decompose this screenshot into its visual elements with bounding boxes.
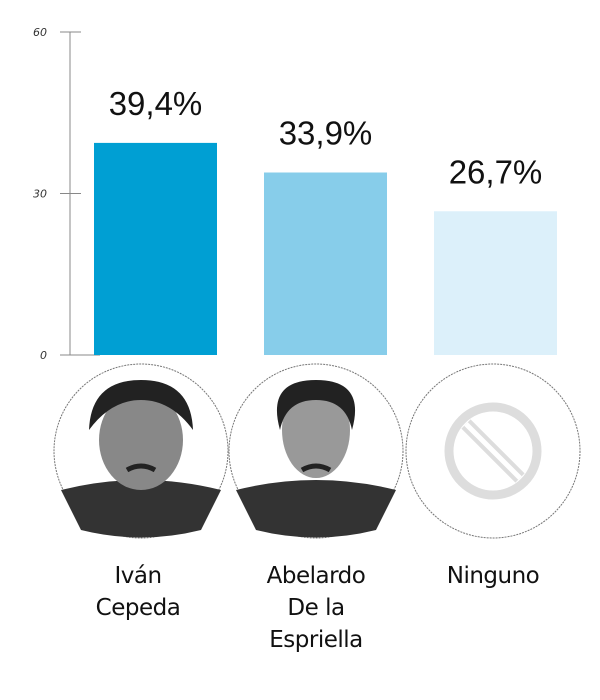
portrait-face	[282, 382, 350, 478]
category-label: Ninguno	[403, 560, 583, 592]
category-label-line: Ninguno	[446, 563, 540, 589]
y-tick-label: 60	[33, 26, 47, 39]
portrait-hair	[276, 380, 356, 430]
portrait-photo	[61, 380, 221, 538]
bar-value-label: 26,7%	[449, 153, 543, 190]
prohibited-icon-slash-inner	[464, 422, 522, 480]
y-tick-label: 30	[33, 188, 47, 201]
category-label: Iván Cepeda	[48, 560, 228, 624]
portrait-mustache	[300, 463, 332, 473]
bar-value-label: 39,4%	[109, 85, 203, 122]
portrait-shoulders	[61, 480, 221, 538]
bar-value-label: 33,9%	[279, 115, 373, 152]
prohibited-icon	[444, 402, 542, 500]
portrait-photo	[236, 380, 396, 538]
bar	[94, 142, 217, 355]
category-label-line: De la	[287, 595, 345, 621]
bar	[264, 172, 387, 355]
portrait-shoulders	[236, 480, 396, 538]
y-tick-label: 0	[40, 349, 47, 362]
category-label-line: Cepeda	[95, 595, 181, 621]
portrait-hair	[89, 380, 193, 430]
category-label-line: Iván	[114, 563, 162, 589]
portrait-mustache	[125, 463, 157, 473]
category-label-line: Espriella	[269, 627, 363, 653]
bar	[434, 211, 557, 355]
portrait-face	[99, 390, 183, 490]
category-label-line: Abelardo	[266, 563, 366, 589]
category-label: Abelardo De la Espriella	[226, 560, 406, 656]
